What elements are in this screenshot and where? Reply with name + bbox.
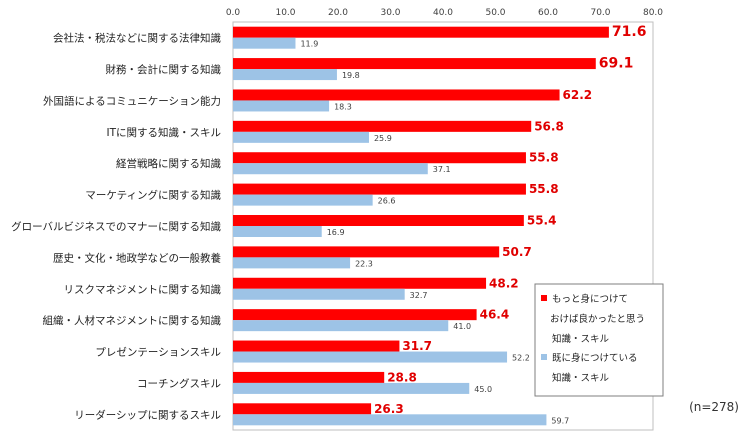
category-label: 財務・会計に関する知識 (106, 63, 222, 76)
data-label-already-have: 11.9 (300, 40, 318, 49)
data-label-already-have: 32.7 (410, 291, 428, 300)
x-tick-label: 80.0 (643, 8, 663, 18)
bar-more-needed (233, 89, 560, 101)
bar-more-needed (233, 183, 526, 195)
category-label: 外国語によるコミュニケーション能力 (43, 94, 221, 107)
bar-already-have (233, 288, 405, 300)
bar-already-have (233, 194, 373, 206)
data-label-more-needed: 56.8 (534, 119, 564, 133)
bar-already-have (233, 414, 547, 426)
category-label: 歴史・文化・地政学などの一般教養 (53, 251, 221, 264)
x-tick-label: 30.0 (380, 8, 400, 18)
bar-more-needed (233, 26, 609, 38)
data-label-already-have: 25.9 (374, 134, 392, 143)
bar-more-needed (233, 403, 372, 415)
data-label-more-needed: 55.8 (529, 182, 559, 196)
data-label-more-needed: 31.7 (402, 339, 432, 353)
bar-already-have (233, 257, 351, 269)
data-label-more-needed: 55.4 (527, 214, 557, 228)
x-tick-label: 60.0 (538, 8, 558, 18)
category-label: グローバルビジネスでのマナーに関する知識 (11, 220, 221, 233)
category-label: マーケティングに関する知識 (85, 189, 221, 202)
bar-already-have (233, 37, 296, 49)
category-label: リスクマネジメントに関する知識 (64, 283, 222, 296)
legend-label-more-needed: もっと身につけて (552, 293, 628, 305)
data-label-more-needed: 62.2 (563, 88, 593, 102)
bar-more-needed (233, 277, 487, 289)
data-label-already-have: 45.0 (474, 385, 492, 394)
bar-already-have (233, 131, 369, 143)
data-label-already-have: 41.0 (453, 322, 471, 331)
data-label-more-needed: 69.1 (599, 56, 634, 72)
category-label: プレゼンテーションスキル (95, 347, 221, 359)
category-label: ITに関する知識・スキル (106, 126, 221, 139)
category-label: 経営戦略に関する知識 (116, 157, 221, 170)
data-label-more-needed: 71.6 (612, 24, 647, 40)
data-label-already-have: 26.6 (378, 197, 396, 206)
bar-more-needed (233, 309, 477, 321)
legend-label-more-needed: おけば良かったと思う (550, 313, 645, 325)
data-label-more-needed: 46.4 (480, 308, 510, 322)
bar-more-needed (233, 120, 532, 132)
legend-label-more-needed: 知識・スキル (552, 333, 610, 345)
bar-more-needed (233, 340, 400, 352)
data-label-more-needed: 50.7 (502, 245, 532, 259)
bar-already-have (233, 320, 449, 332)
bar-more-needed (233, 58, 596, 70)
x-tick-label: 20.0 (328, 8, 348, 18)
data-label-more-needed: 26.3 (374, 402, 404, 416)
data-label-already-have: 22.3 (355, 259, 373, 268)
sample-size-label: (n=278) (689, 400, 739, 414)
x-tick-label: 70.0 (590, 8, 610, 18)
data-label-already-have: 19.8 (342, 71, 360, 80)
data-label-already-have: 59.7 (551, 416, 569, 425)
bar-already-have (233, 163, 428, 175)
bar-already-have (233, 69, 337, 81)
legend-label-already-have: 知識・スキル (552, 372, 610, 384)
category-label: コーチングスキル (137, 377, 221, 390)
bar-more-needed (233, 152, 526, 164)
data-label-already-have: 16.9 (327, 228, 345, 237)
legend-swatch-more-needed (541, 295, 547, 301)
bar-already-have (233, 100, 330, 112)
bar-already-have (233, 226, 322, 237)
x-tick-label: 40.0 (433, 8, 453, 18)
legend-box (534, 283, 664, 397)
x-tick-label: 50.0 (485, 8, 505, 18)
bar-already-have (233, 351, 508, 363)
bar-more-needed (233, 246, 500, 258)
bar-more-needed (233, 371, 385, 383)
bar-already-have (233, 382, 470, 394)
data-label-already-have: 52.2 (512, 354, 530, 363)
data-label-already-have: 18.3 (334, 102, 352, 111)
category-label: 組織・人材マネジメントに関する知識 (43, 314, 222, 327)
data-label-more-needed: 28.8 (387, 370, 417, 384)
data-label-more-needed: 48.2 (489, 276, 519, 290)
category-label: 会社法・税法などに関する法律知識 (53, 32, 221, 45)
x-tick-label: 0.0 (226, 8, 241, 18)
data-label-more-needed: 55.8 (529, 151, 559, 165)
legend-label-already-have: 既に身につけている (552, 352, 638, 364)
bar-more-needed (233, 215, 524, 226)
legend-swatch-already-have (541, 354, 547, 360)
category-label: リーダーシップに関するスキル (74, 408, 221, 421)
x-tick-label: 10.0 (275, 8, 295, 18)
data-label-already-have: 37.1 (433, 165, 451, 174)
